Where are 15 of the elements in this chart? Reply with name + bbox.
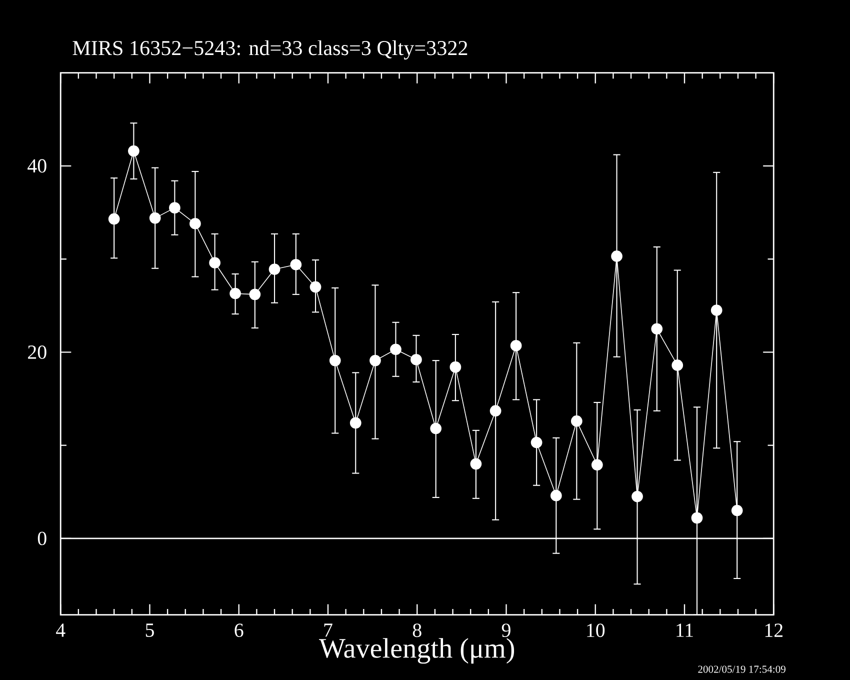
y-tick-label: 20 <box>28 345 46 359</box>
x-tick-label: 8 <box>412 624 422 638</box>
y-tick-label: 40 <box>28 159 46 173</box>
x-tick-label: 12 <box>765 624 782 637</box>
x-tick-label: 6 <box>234 624 244 638</box>
x-tick-label: 11 <box>676 624 693 637</box>
text: 2002/05/19 17:54:09 <box>698 666 786 673</box>
x-tick-label: 10 <box>587 624 605 638</box>
x-axis-title: Wavelength (μm) <box>318 638 514 664</box>
y-tick-label: 0 <box>38 532 46 546</box>
chart-title: MIRS 16352−5243: nd=33 class=3 Qlty=3322 <box>72 40 468 60</box>
x-tick-label: 9 <box>502 624 510 638</box>
x-tick-label: 5 <box>146 624 154 637</box>
x-tick-label: 4 <box>56 624 66 637</box>
x-tick-label: 7 <box>324 624 332 637</box>
